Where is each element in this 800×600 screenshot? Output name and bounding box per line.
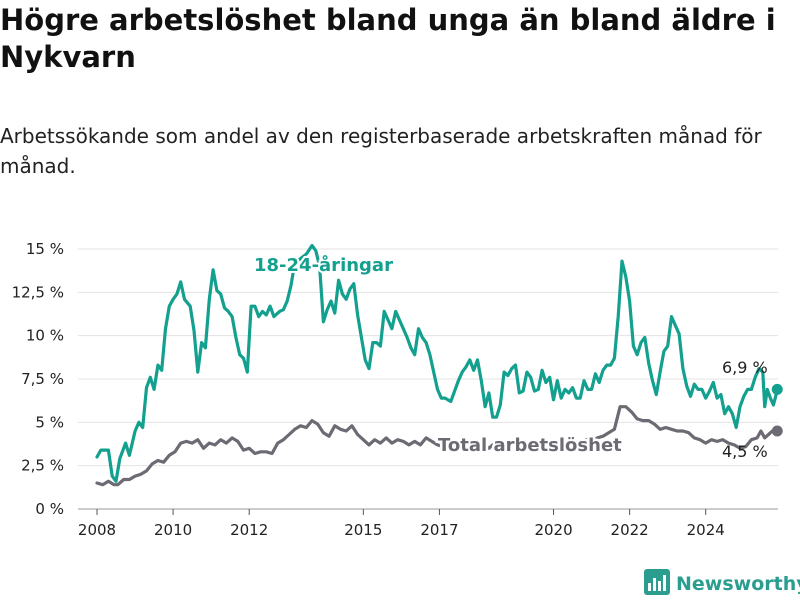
x-tick-label: 2020	[534, 521, 572, 539]
x-tick-label: 2024	[687, 521, 725, 539]
page-title: Högre arbetslöshet bland unga än bland ä…	[0, 3, 776, 74]
end-point-total	[771, 425, 783, 437]
series-labels: 18-24-åringar Total arbetslöshet 6,9 % 4…	[252, 252, 768, 461]
y-tick-label: 5 %	[35, 413, 64, 431]
line-series-18-24	[95, 243, 779, 483]
y-tick-label: 0 %	[35, 500, 64, 518]
x-tick-label: 2017	[420, 521, 458, 539]
x-tick-label: 2010	[154, 521, 192, 539]
y-tick-label: 15 %	[26, 240, 64, 258]
end-value-18-24: 6,9 %	[722, 358, 768, 377]
line-series-total	[95, 405, 779, 487]
series-lines	[95, 243, 783, 487]
x-axis: 2008 2010 2012 2015 2017 2020 2022 2024	[78, 509, 725, 539]
end-value-total: 4,5 %	[722, 442, 768, 461]
x-tick-label: 2008	[78, 521, 116, 539]
y-tick-label: 7,5 %	[21, 370, 64, 388]
y-tick-label: 10 %	[26, 327, 64, 345]
x-tick-label: 2012	[230, 521, 268, 539]
y-tick-label: 2,5 %	[21, 457, 64, 475]
brand-logo: Newsworthy	[644, 569, 800, 599]
end-point-18-24	[771, 383, 783, 395]
series-label-18-24: 18-24-åringar	[254, 254, 393, 276]
y-axis: 0 % 2,5 % 5 % 7,5 % 10 % 12,5 % 15 %	[12, 240, 64, 518]
series-label-total: Total arbetslöshet	[438, 435, 622, 456]
brand-name: Newsworthy	[676, 573, 800, 595]
y-tick-label: 12,5 %	[12, 283, 64, 301]
x-tick-label: 2015	[344, 521, 382, 539]
page-subtitle: Arbetssökande som andel av den registerb…	[0, 124, 762, 178]
bar-chart-logo-icon	[644, 569, 670, 599]
x-tick-label: 2022	[611, 521, 649, 539]
